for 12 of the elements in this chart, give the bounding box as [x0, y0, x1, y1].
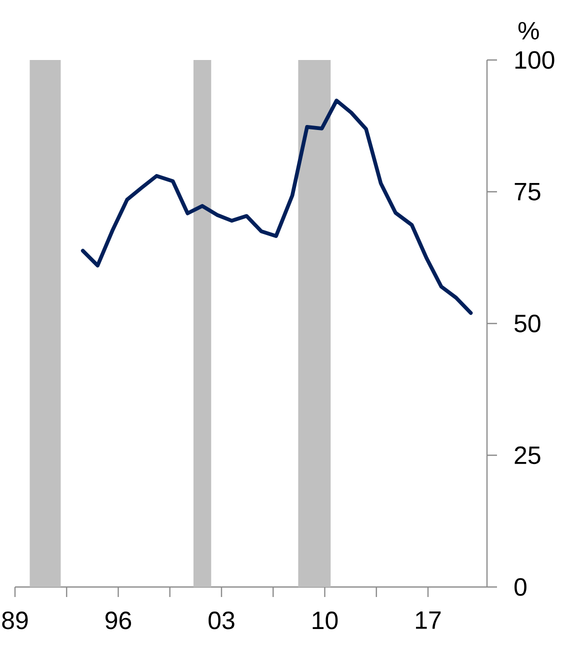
y-axis-title: % — [518, 22, 539, 40]
y-tick-label: 75 — [514, 183, 540, 200]
y-tick-label: 25 — [514, 446, 540, 464]
y-tick-label: 50 — [514, 314, 540, 332]
x-tick-label: 89 — [2, 612, 28, 630]
x-tick-label: 03 — [208, 612, 234, 630]
x-tick-label: 17 — [416, 612, 441, 629]
x-tick-label: 10 — [312, 612, 338, 630]
y-tick-label: 0 — [514, 578, 526, 596]
y-tick-label: 100 — [515, 51, 554, 69]
line-series — [80, 98, 473, 315]
x-tick-label: 96 — [106, 612, 132, 630]
